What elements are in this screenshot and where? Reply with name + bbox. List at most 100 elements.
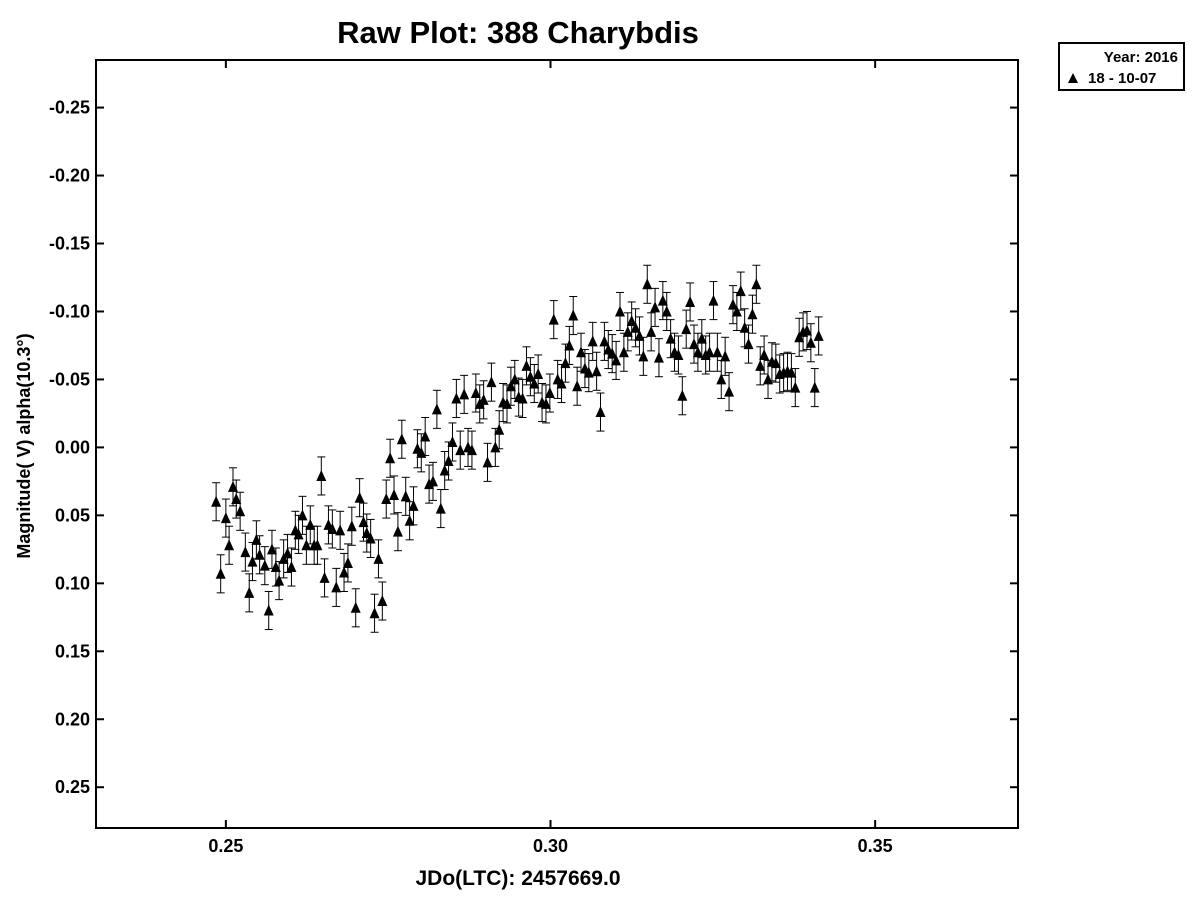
data-point [759, 348, 770, 360]
data-point [677, 389, 688, 401]
data-point [661, 305, 672, 317]
data-point [486, 376, 497, 388]
data-points [211, 278, 824, 619]
data-point [502, 397, 513, 409]
data-point [685, 295, 696, 307]
data-point [443, 454, 454, 466]
data-point [381, 493, 392, 505]
y-tick-label: -0.05 [49, 369, 90, 389]
x-tick-label: 0.35 [858, 836, 893, 856]
data-point [455, 444, 466, 456]
data-point [312, 539, 323, 551]
data-point [470, 387, 481, 399]
data-point [743, 338, 754, 350]
data-point [447, 435, 458, 447]
data-point [607, 347, 618, 359]
data-point [286, 561, 297, 573]
data-point [231, 493, 242, 505]
data-point [254, 548, 265, 560]
data-point [350, 601, 361, 613]
data-point [215, 567, 226, 579]
data-point [274, 574, 285, 586]
data-point [509, 373, 520, 385]
x-tick-label: 0.25 [208, 836, 243, 856]
data-point [665, 332, 676, 344]
data-point [786, 366, 797, 378]
data-point [282, 547, 293, 559]
data-point [560, 357, 571, 369]
data-point [731, 305, 742, 317]
data-point [404, 514, 415, 526]
data-point [572, 380, 583, 392]
y-axis: -0.25 -0.20 -0.15 -0.10 -0.05 0.00 0.05 0.10 0.1… [49, 98, 1018, 797]
data-point [327, 522, 338, 534]
y-tick-label: 0.10 [55, 573, 90, 593]
data-point [517, 392, 528, 404]
data-point [400, 490, 411, 502]
y-tick-label: 0.20 [55, 709, 90, 729]
plot-frame [95, 59, 1019, 829]
data-point [583, 366, 594, 378]
data-point [335, 524, 346, 536]
data-point [618, 346, 629, 358]
data-point [790, 381, 801, 393]
data-point [533, 367, 544, 379]
data-point [420, 430, 431, 442]
y-tick-label: -0.10 [49, 301, 90, 321]
data-point [339, 566, 350, 578]
y-tick-label: -0.15 [49, 234, 90, 254]
data-point [813, 329, 824, 341]
data-point [809, 381, 820, 393]
data-point [358, 516, 369, 528]
data-point [224, 539, 235, 551]
data-point [564, 339, 575, 351]
data-point [297, 509, 308, 521]
data-point [642, 278, 653, 290]
data-point [431, 403, 442, 415]
data-point [331, 581, 342, 593]
data-point [521, 359, 532, 371]
data-point [544, 387, 555, 399]
x-tick-label: 0.30 [533, 836, 568, 856]
data-point [377, 594, 388, 606]
data-point [650, 301, 661, 313]
data-point [408, 499, 419, 511]
data-point [263, 604, 274, 616]
data-point [459, 388, 470, 400]
data-point [735, 285, 746, 297]
data-point [704, 346, 715, 358]
data-point [638, 350, 649, 362]
data-point [494, 423, 505, 435]
data-point [529, 377, 540, 389]
data-point [305, 518, 316, 530]
data-point [576, 346, 587, 358]
chart-title: Raw Plot: 388 Charybdis [337, 15, 699, 50]
data-point [490, 441, 501, 453]
data-point [435, 502, 446, 514]
data-point [646, 325, 657, 337]
data-point [720, 350, 731, 362]
data-point [354, 491, 365, 503]
data-point [369, 607, 380, 619]
data-point [763, 373, 774, 385]
data-point [228, 480, 239, 492]
data-point [266, 543, 277, 555]
data-point [708, 294, 719, 306]
data-point [568, 309, 579, 321]
data-point [805, 336, 816, 348]
data-point [342, 556, 353, 568]
data-point [626, 314, 637, 326]
data-point [211, 495, 222, 507]
error-bars [212, 264, 823, 633]
data-point [416, 446, 427, 458]
data-point [599, 335, 610, 347]
data-point [365, 532, 376, 544]
data-point [595, 406, 606, 418]
data-point [556, 377, 567, 389]
y-tick-label: -0.25 [49, 98, 90, 118]
data-point [712, 346, 723, 358]
data-point [316, 469, 327, 481]
y-tick-label: 0.00 [55, 437, 90, 457]
data-point [466, 444, 477, 456]
data-point [724, 385, 735, 397]
